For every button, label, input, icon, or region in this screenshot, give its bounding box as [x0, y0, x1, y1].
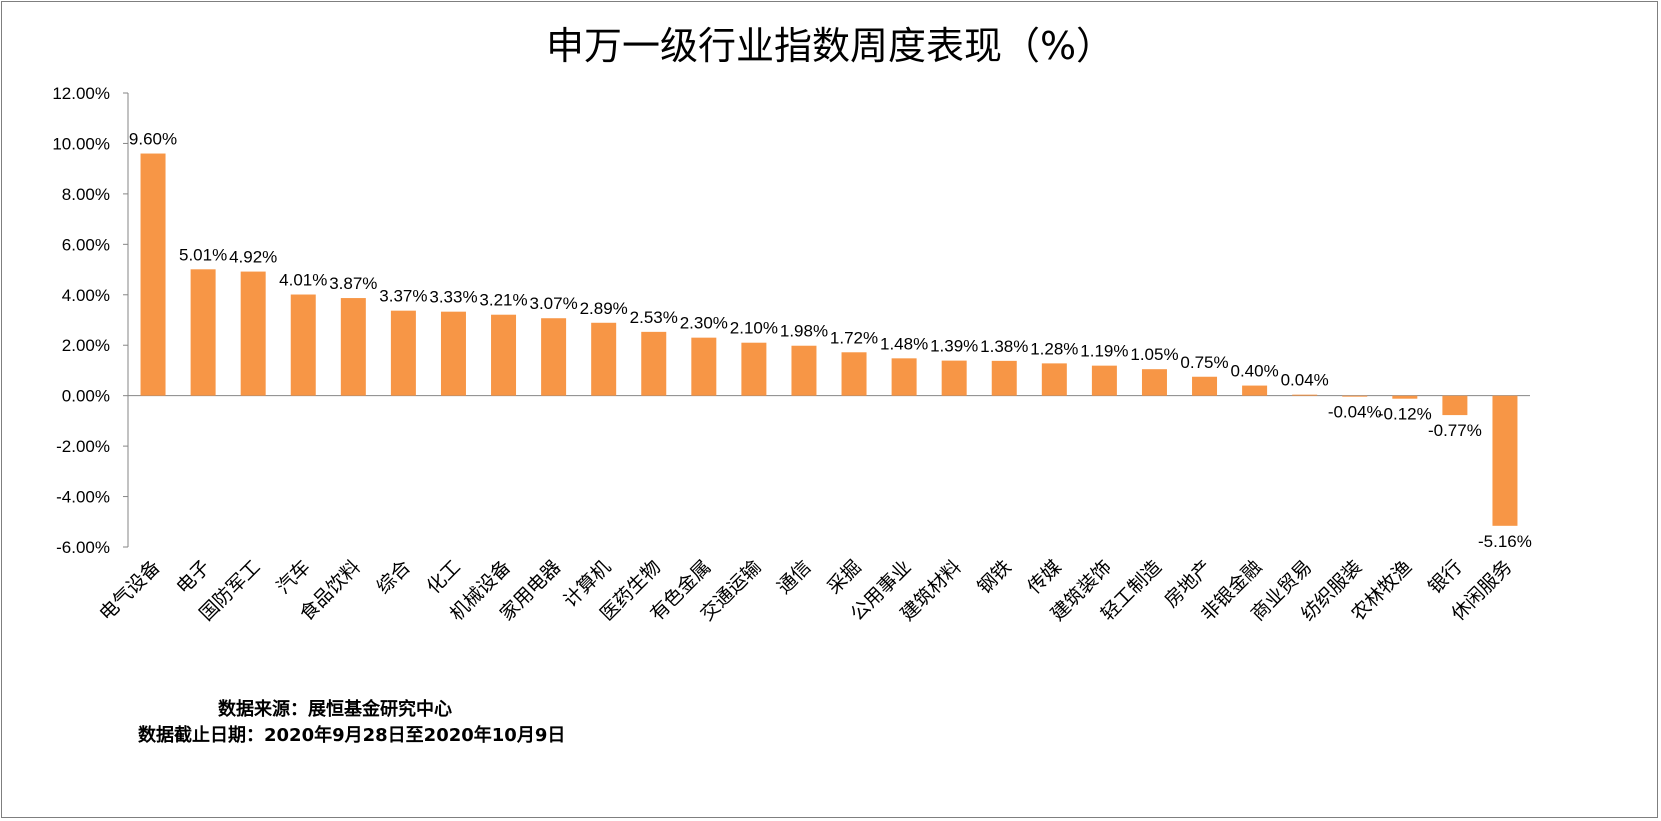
- x-category-label: 钢铁: [973, 556, 1015, 598]
- data-label: 1.48%: [880, 334, 928, 353]
- y-tick-label: 10.00%: [52, 134, 110, 153]
- bar: [641, 331, 667, 396]
- data-label: 2.89%: [580, 299, 628, 318]
- chart-title: 申万一级行业指数周度表现（%）: [546, 24, 1114, 68]
- y-tick-label: -4.00%: [56, 488, 110, 507]
- x-category-label: 传媒: [1023, 556, 1065, 598]
- x-category-label: 化工: [423, 556, 465, 598]
- data-label: 1.98%: [780, 322, 828, 341]
- data-labels: 9.60% 5.01% 4.92%4.01% 3.87%3.37% 3.33% 3.21%…: [129, 130, 1532, 551]
- bar: [390, 310, 416, 396]
- y-tick-label: 2.00%: [62, 336, 110, 355]
- y-tick-label: 8.00%: [62, 185, 110, 204]
- data-label: 1.72%: [830, 328, 878, 347]
- data-label: 1.38%: [980, 337, 1028, 356]
- bar: [891, 358, 917, 396]
- y-tick-label: 4.00%: [62, 286, 110, 305]
- data-label: 3.07%: [530, 294, 578, 313]
- data-label: 0.04%: [1281, 371, 1329, 390]
- bar: [591, 322, 617, 396]
- x-category-label: 电气设备: [95, 556, 164, 625]
- data-label: -0.12%: [1378, 405, 1432, 424]
- bar: [290, 294, 316, 396]
- data-label: 1.39%: [930, 337, 978, 356]
- x-category-label: 电子: [172, 556, 214, 598]
- data-label: 4.92%: [229, 248, 277, 267]
- data-label: 2.30%: [680, 314, 728, 333]
- y-tick-label: 6.00%: [62, 235, 110, 254]
- bar: [1442, 395, 1468, 416]
- bar: [440, 311, 466, 396]
- bar: [1041, 363, 1067, 396]
- bar: [791, 345, 817, 396]
- bar: [1492, 395, 1518, 526]
- bar: [1242, 385, 1268, 396]
- y-tick-label: -6.00%: [56, 538, 110, 557]
- data-label: 3.21%: [479, 291, 527, 310]
- bar: [190, 269, 216, 396]
- bar: [741, 342, 767, 396]
- y-tick-label: -2.00%: [56, 437, 110, 456]
- bar: [140, 153, 166, 396]
- data-label: 4.01%: [279, 271, 327, 290]
- x-category-label: 银行: [1424, 556, 1466, 598]
- y-axis: 12.00% 10.00% 8.00% 6.00% 4.00% 2.00% 0.00% -2.…: [52, 84, 1530, 557]
- data-label: -0.04%: [1328, 403, 1382, 422]
- data-label: -0.77%: [1428, 421, 1482, 440]
- data-label: 1.05%: [1130, 345, 1178, 364]
- y-tick-label: 0.00%: [62, 387, 110, 406]
- bar: [1091, 365, 1117, 396]
- data-label: 9.60%: [129, 130, 177, 149]
- bar: [841, 352, 867, 396]
- bar: [491, 314, 517, 396]
- bar: [541, 318, 567, 396]
- data-label: 2.53%: [630, 308, 678, 327]
- bar: [340, 298, 366, 396]
- bar: [1292, 394, 1318, 396]
- bar: [691, 337, 717, 396]
- data-label: 5.01%: [179, 245, 227, 264]
- bar: [1392, 395, 1418, 399]
- data-label: 1.19%: [1080, 342, 1128, 361]
- y-tick-label: 12.00%: [52, 84, 110, 103]
- bar: [1192, 376, 1218, 396]
- bar: [941, 360, 967, 396]
- x-category-label: 汽车: [272, 556, 314, 598]
- x-category-label: 通信: [773, 556, 815, 598]
- data-label: 2.10%: [730, 319, 778, 338]
- data-label: -5.16%: [1478, 532, 1532, 551]
- data-label: 3.87%: [329, 274, 377, 293]
- bar: [991, 360, 1017, 396]
- source-note: 数据来源：展恒基金研究中心: [218, 699, 452, 720]
- data-label: 3.37%: [379, 287, 427, 306]
- bar: [1141, 369, 1167, 396]
- data-label: 0.75%: [1180, 353, 1228, 372]
- bar: [240, 271, 266, 396]
- data-label: 3.33%: [429, 288, 477, 307]
- bar-series: [140, 153, 1518, 526]
- bar: [1342, 395, 1368, 397]
- data-label: 1.28%: [1030, 339, 1078, 358]
- date-range-note: 数据截止日期：2020年9月28日至2020年10月9日: [138, 725, 566, 746]
- x-category-label: 综合: [372, 556, 414, 598]
- data-label: 0.40%: [1231, 362, 1279, 381]
- x-category-label: 采掘: [823, 556, 865, 598]
